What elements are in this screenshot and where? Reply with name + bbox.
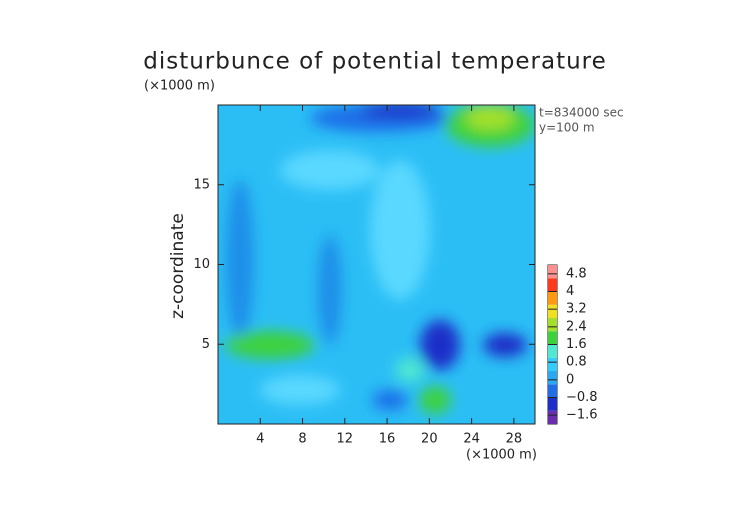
y-tick-label: 10	[193, 257, 210, 272]
colorbar-band	[548, 265, 557, 279]
colorbar-label: −0.8	[566, 390, 598, 405]
colorbar-label: −1.6	[566, 408, 598, 423]
colorbar-band	[548, 357, 557, 371]
colorbar-label: 2.4	[566, 319, 587, 334]
colorbar-label: 1.6	[566, 337, 587, 352]
x-tick-label: 4	[256, 432, 264, 447]
x-tick-label: 12	[337, 432, 354, 447]
y-tick-label: 15	[193, 177, 210, 192]
y-unit: (×1000 m)	[144, 79, 215, 94]
colorbar-band	[548, 397, 557, 411]
annotation: t=834000 sec	[539, 106, 624, 120]
x-tick-label: 16	[379, 432, 396, 447]
colorbar-band	[548, 278, 557, 292]
colorbar-label: 3.2	[566, 302, 587, 317]
x-tick-label: 8	[298, 432, 306, 447]
y-tick-label: 5	[202, 337, 210, 352]
y-axis-label: z-coordinate	[168, 213, 188, 319]
colorbar-band	[548, 318, 557, 332]
colorbar-label: 0.8	[566, 355, 587, 370]
x-tick-label: 28	[506, 432, 523, 447]
chart-title: disturbunce of potential temperature	[143, 49, 607, 75]
colorbar-band	[548, 344, 557, 358]
colorbar-band	[548, 410, 557, 424]
colorbar-label: 4	[566, 284, 574, 299]
colorbar-band	[548, 384, 557, 398]
contour-field	[218, 105, 535, 424]
colorbar-band	[548, 291, 557, 305]
colorbar-band	[548, 331, 557, 345]
x-tick-label: 20	[421, 432, 438, 447]
colorbar-band	[548, 304, 557, 318]
x-unit: (×1000 m)	[466, 448, 537, 463]
annotation: y=100 m	[539, 121, 595, 135]
colorbar-label: 4.8	[566, 266, 587, 281]
colorbar-band	[548, 371, 557, 385]
x-tick-label: 24	[463, 432, 480, 447]
colorbar-label: 0	[566, 372, 574, 387]
